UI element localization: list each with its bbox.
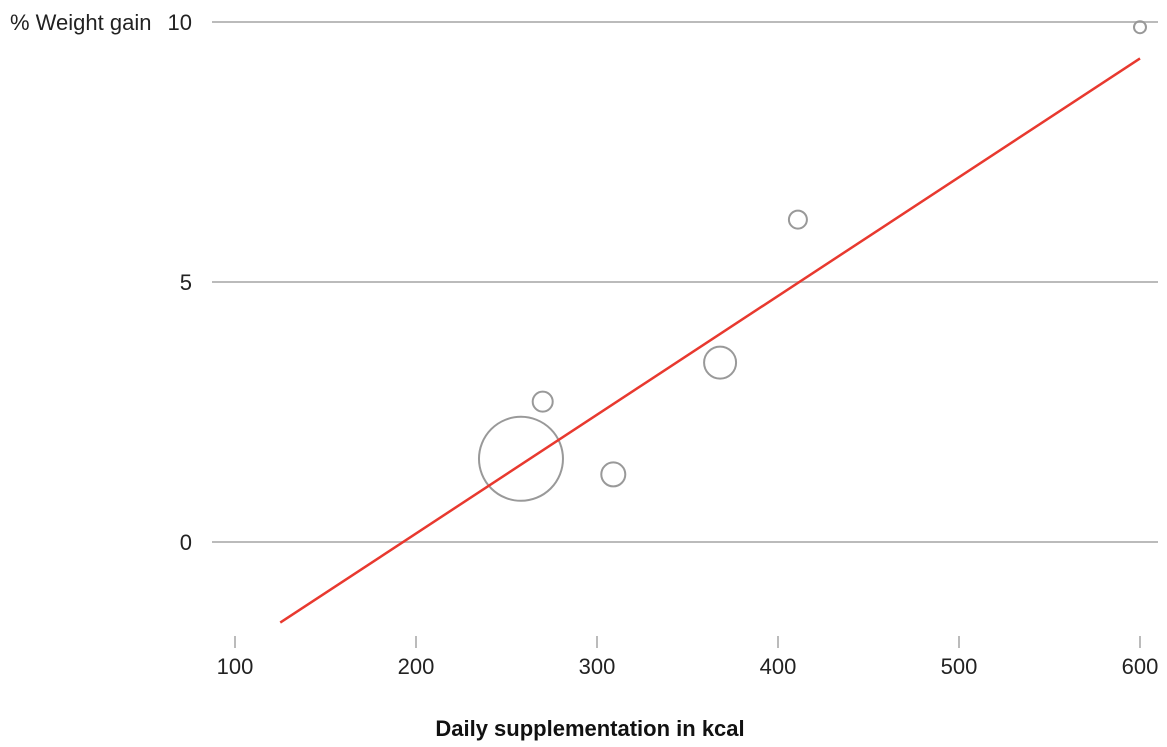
x-tick-label-400: 400 [760, 654, 797, 679]
data-point-4 [703, 345, 738, 380]
y-tick-label-5: 5 [180, 270, 192, 295]
data-point-3 [600, 461, 627, 488]
y-axis-title: % Weight gain [10, 10, 151, 35]
x-tick-label-500: 500 [941, 654, 978, 679]
x-axis-title: Daily supplementation in kcal [435, 716, 744, 741]
x-ticks: 100 200 300 400 500 600 [217, 636, 1159, 679]
data-point-6 [1133, 20, 1147, 35]
data-points [477, 20, 1147, 502]
data-point-2 [531, 390, 554, 413]
y-tick-label-0: 0 [180, 530, 192, 555]
y-tick-labels: 0 5 10 [168, 10, 192, 555]
y-tick-label-10: 10 [168, 10, 192, 35]
data-point-1 [477, 415, 564, 502]
data-point-5 [787, 209, 808, 230]
x-tick-label-100: 100 [217, 654, 254, 679]
x-tick-label-600: 600 [1122, 654, 1159, 679]
x-tick-label-300: 300 [579, 654, 616, 679]
x-tick-label-200: 200 [398, 654, 435, 679]
trendline [279, 57, 1141, 624]
gridlines [212, 21, 1158, 543]
